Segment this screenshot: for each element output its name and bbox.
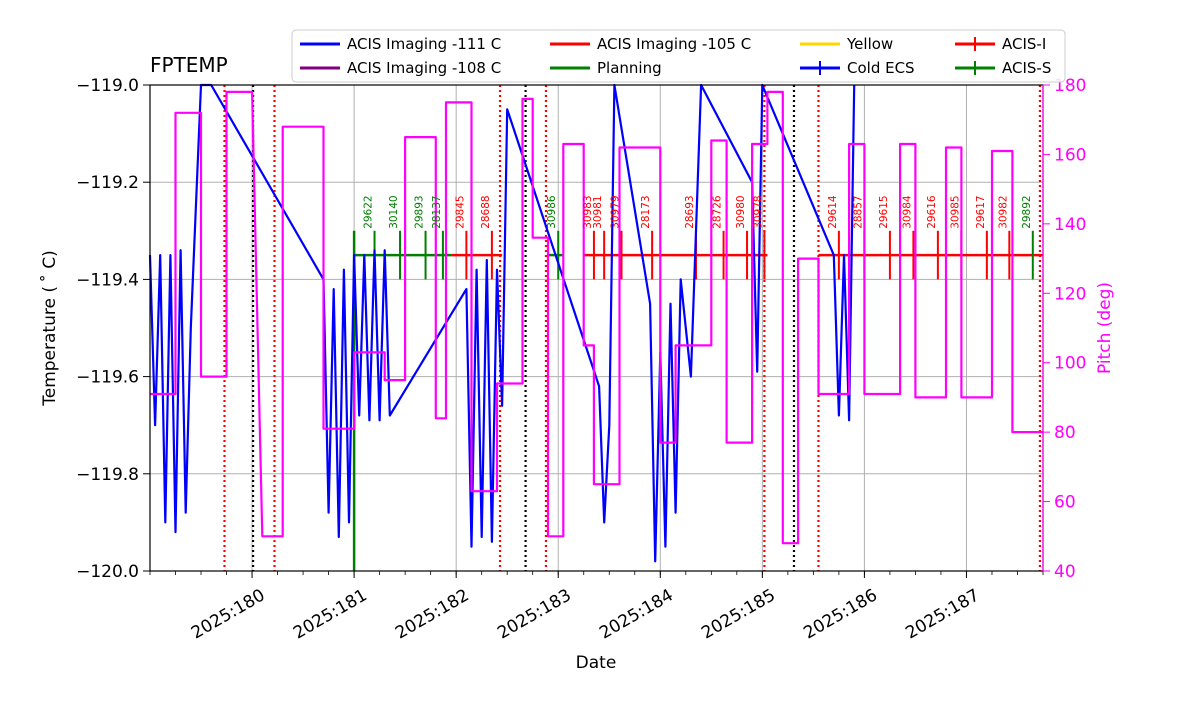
event-lines bbox=[223, 85, 1042, 571]
x-axis-label: Date bbox=[576, 653, 617, 673]
y-tick-label: −119.0 bbox=[76, 76, 139, 96]
plot-frame bbox=[149, 84, 1044, 572]
y-tick-label: −119.4 bbox=[76, 270, 139, 290]
obsid-labels: 29622 30140 29893 28137 29845 28688 30986 30983… bbox=[363, 195, 1033, 229]
y-tick-label: −120.0 bbox=[76, 562, 139, 582]
legend-item: ACIS Imaging -111 C bbox=[300, 35, 501, 53]
legend-label: Planning bbox=[597, 59, 662, 77]
legend-item: Yellow bbox=[800, 35, 893, 53]
legend-box bbox=[291, 29, 1066, 83]
chart-title: FPTEMP bbox=[150, 53, 228, 77]
legend-item: ACIS-S bbox=[955, 59, 1051, 77]
obsid-label: 30981 bbox=[592, 195, 604, 228]
obsid-label: 29617 bbox=[975, 195, 987, 228]
series-lines bbox=[148, 83, 1043, 563]
instrument-bars bbox=[352, 230, 1043, 571]
legend-item: Planning bbox=[550, 59, 662, 77]
x-tick-label: 2025:180 bbox=[188, 585, 269, 643]
obsid-label: 29622 bbox=[363, 195, 375, 228]
y-tick-label: −119.6 bbox=[76, 368, 139, 388]
y2-tick-label: 160 bbox=[1054, 145, 1086, 165]
obsid-label: 29893 bbox=[414, 195, 426, 228]
y2-tick-label: 120 bbox=[1054, 284, 1086, 304]
y2-axis-label: Pitch (deg) bbox=[1095, 282, 1115, 374]
x-tick-label: 2025:186 bbox=[800, 585, 881, 643]
obsid-label: 28137 bbox=[431, 195, 443, 228]
obsid-label: 30980 bbox=[735, 195, 747, 228]
obsid-label: 28688 bbox=[480, 195, 492, 228]
obsid-label: 28857 bbox=[852, 195, 864, 228]
legend-label: ACIS Imaging -108 C bbox=[347, 59, 501, 77]
x-tick-label: 2025:184 bbox=[596, 585, 677, 643]
legend-label: Yellow bbox=[846, 35, 893, 53]
x-tick-label: 2025:185 bbox=[698, 585, 779, 643]
obsid-label: 30985 bbox=[949, 195, 961, 228]
legend-label: ACIS-S bbox=[1002, 59, 1051, 77]
y2-tick-label: 140 bbox=[1054, 215, 1086, 235]
temperature-line bbox=[148, 83, 856, 563]
y-tick-label: −119.2 bbox=[76, 173, 139, 193]
obsid-label: 30979 bbox=[610, 195, 622, 228]
legend-label: ACIS Imaging -105 C bbox=[597, 35, 751, 53]
obsid-label: 29892 bbox=[1021, 195, 1033, 228]
legend-item: ACIS Imaging -108 C bbox=[300, 59, 501, 77]
x-tick-label: 2025:182 bbox=[392, 585, 473, 643]
y-axis-label: Temperature ( ˚ C) bbox=[39, 250, 60, 407]
obsid-label: 29845 bbox=[454, 195, 466, 228]
obsid-label: 28693 bbox=[684, 195, 696, 228]
pitch-line bbox=[150, 90, 1043, 545]
obsid-label: 30140 bbox=[388, 195, 400, 228]
x-tick-label: 2025:181 bbox=[290, 585, 371, 643]
obsid-label: 29614 bbox=[827, 195, 839, 229]
y-tick-label: −119.8 bbox=[76, 465, 139, 485]
obsid-label: 28726 bbox=[712, 195, 724, 229]
legend-item: ACIS Imaging -105 C bbox=[550, 35, 751, 53]
obsid-label: 29616 bbox=[926, 195, 938, 229]
obsid-label: 30984 bbox=[901, 195, 913, 229]
x-axis: 2025:180 2025:181 2025:182 2025:183 2025:184… bbox=[149, 571, 1044, 643]
legend-item: Cold ECS bbox=[800, 59, 915, 77]
legend: ACIS Imaging -111 C ACIS Imaging -108 C AC… bbox=[291, 29, 1066, 83]
legend-label: ACIS-I bbox=[1002, 35, 1046, 53]
obsid-label: 28173 bbox=[640, 195, 652, 228]
x-tick-label: 2025:187 bbox=[902, 585, 983, 643]
obsid-label: 30986 bbox=[546, 195, 558, 229]
obsid-label: 30982 bbox=[997, 195, 1009, 228]
obsid-label: 29615 bbox=[878, 195, 890, 228]
y2-tick-label: 40 bbox=[1054, 562, 1076, 582]
y2-tick-label: 80 bbox=[1054, 423, 1076, 443]
x-tick-label: 2025:183 bbox=[494, 585, 575, 643]
legend-item: ACIS-I bbox=[955, 35, 1046, 53]
y2-tick-label: 100 bbox=[1054, 354, 1086, 374]
legend-label: Cold ECS bbox=[847, 59, 915, 77]
grid-lines bbox=[150, 84, 1043, 572]
obsid-label: 30983 bbox=[582, 195, 594, 228]
y-axis: −120.0 −119.8 −119.6 −119.4 −119.2 −119.0 bbox=[76, 76, 150, 582]
y2-tick-label: 60 bbox=[1054, 493, 1076, 513]
obsid-label: 30978 bbox=[752, 195, 764, 228]
legend-label: ACIS Imaging -111 C bbox=[347, 35, 501, 53]
